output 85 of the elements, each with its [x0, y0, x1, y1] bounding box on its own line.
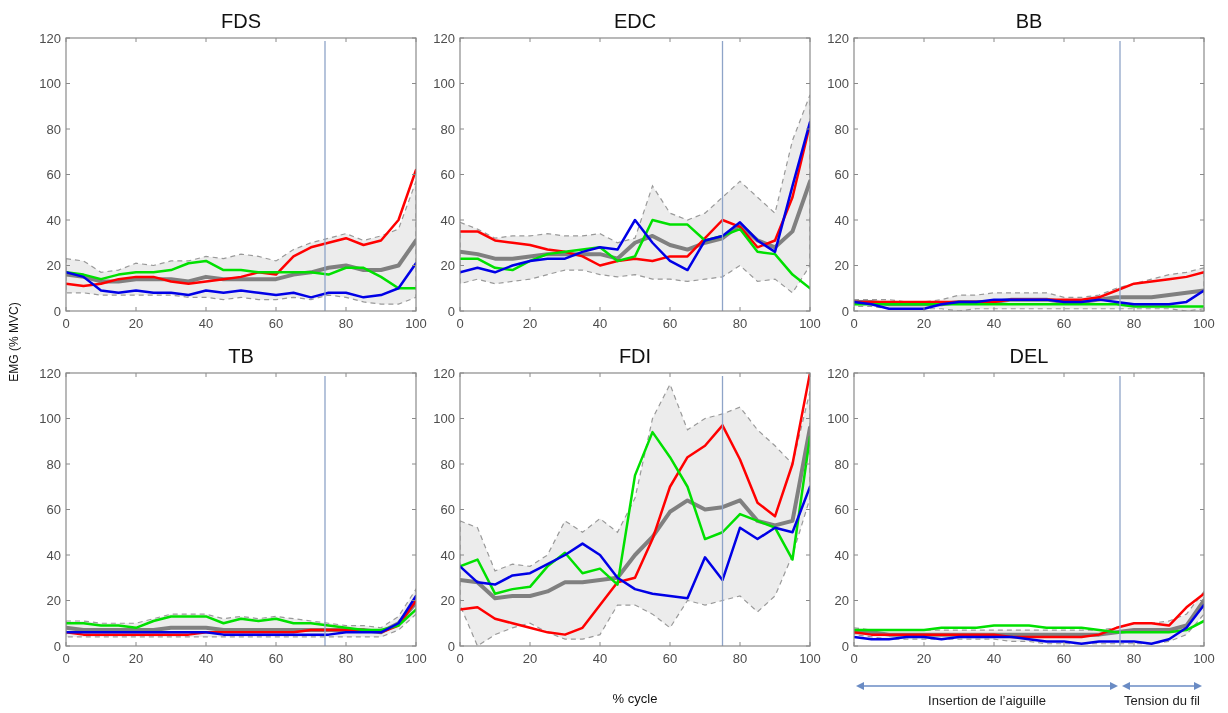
- y-tick-label: 100: [433, 76, 455, 91]
- x-tick-label: 100: [1193, 316, 1215, 331]
- y-tick-label: 80: [440, 121, 455, 137]
- y-tick-label: 20: [834, 593, 849, 608]
- x-tick-label: 100: [1193, 651, 1215, 666]
- x-tick-label: 60: [1056, 316, 1072, 331]
- y-tick-label: 120: [433, 30, 455, 46]
- y-tick-label: 60: [440, 502, 455, 517]
- y-tick-label: 20: [440, 258, 455, 273]
- y-tick-label: 20: [834, 258, 849, 273]
- y-tick-label: 120: [827, 30, 849, 46]
- x-tick-label: 80: [732, 651, 748, 666]
- y-tick-label: 80: [834, 456, 849, 472]
- y-tick-label: 20: [46, 593, 61, 608]
- y-tick-label: 120: [827, 365, 849, 381]
- x-axis-title: % cycle: [612, 691, 658, 706]
- y-tick-label: 60: [440, 167, 455, 182]
- chart-title: DEL: [1009, 345, 1049, 367]
- x-tick-label: 80: [1126, 316, 1142, 331]
- chart-title: TB: [228, 345, 254, 367]
- x-tick-label: 100: [799, 316, 821, 331]
- x-tick-label: 60: [662, 651, 678, 666]
- x-tick-label: 60: [1056, 651, 1072, 666]
- line-series: [66, 608, 416, 632]
- x-tick-label: 60: [662, 316, 678, 331]
- x-tick-label: 80: [338, 316, 354, 331]
- x-tick-label: 40: [198, 651, 214, 666]
- y-tick-label: 60: [834, 167, 849, 182]
- y-tick-label: 60: [46, 167, 61, 182]
- y-tick-label: 80: [834, 121, 849, 137]
- y-tick-label: 40: [440, 212, 455, 228]
- chart-title: FDI: [618, 345, 652, 367]
- y-tick-label: 40: [834, 212, 849, 228]
- chart-title: EDC: [613, 10, 657, 32]
- y-axis-title: EMG (% MVC): [7, 302, 21, 382]
- y-tick-label: 100: [827, 411, 849, 426]
- text: Tension du fil: [1124, 693, 1201, 708]
- y-tick-label: 100: [827, 76, 849, 91]
- y-tick-label: 0: [841, 303, 849, 319]
- y-tick-label: 40: [46, 212, 61, 228]
- y-tick-label: 80: [46, 456, 61, 472]
- y-tick-label: 40: [46, 547, 61, 563]
- chart-title: BB: [1015, 10, 1043, 32]
- y-tick-label: 120: [39, 30, 61, 46]
- x-tick-label: 60: [268, 651, 284, 666]
- x-tick-label: 80: [1126, 651, 1142, 666]
- y-tick-label: 80: [46, 121, 61, 137]
- y-tick-label: 120: [433, 365, 455, 381]
- x-tick-label: 40: [592, 651, 608, 666]
- x-tick-label: 100: [799, 651, 821, 666]
- x-tick-label: 20: [522, 316, 538, 331]
- y-tick-label: 100: [433, 411, 455, 426]
- x-tick-label: 40: [592, 316, 608, 331]
- y-tick-label: 60: [834, 502, 849, 517]
- line-series: [854, 619, 1204, 634]
- x-tick-label: 20: [916, 316, 932, 331]
- x-tick-label: 80: [338, 651, 354, 666]
- x-tick-label: 60: [268, 316, 284, 331]
- x-tick-label: 100: [405, 651, 427, 666]
- x-tick-label: 40: [198, 316, 214, 331]
- y-tick-label: 20: [440, 593, 455, 608]
- y-tick-label: 80: [440, 456, 455, 472]
- line-series: [854, 603, 1204, 645]
- x-tick-label: 80: [732, 316, 748, 331]
- x-tick-label: 20: [522, 651, 538, 666]
- y-tick-label: 0: [53, 638, 61, 654]
- y-tick-label: 40: [834, 547, 849, 563]
- x-tick-label: 40: [986, 316, 1002, 331]
- text: Insertion de l’aiguille: [928, 693, 1046, 708]
- y-tick-label: 0: [53, 303, 61, 319]
- x-tick-label: 40: [986, 651, 1002, 666]
- chart-title: FDS: [221, 10, 261, 32]
- x-tick-label: 100: [405, 316, 427, 331]
- y-tick-label: 40: [440, 547, 455, 563]
- x-tick-label: 20: [128, 651, 144, 666]
- y-tick-label: 0: [447, 303, 455, 319]
- x-tick-label: 20: [916, 651, 932, 666]
- y-tick-label: 20: [46, 258, 61, 273]
- y-tick-label: 60: [46, 502, 61, 517]
- y-tick-label: 0: [841, 638, 849, 654]
- y-tick-label: 0: [447, 638, 455, 654]
- y-tick-label: 100: [39, 76, 61, 91]
- x-tick-label: 20: [128, 316, 144, 331]
- y-tick-label: 120: [39, 365, 61, 381]
- y-tick-label: 100: [39, 411, 61, 426]
